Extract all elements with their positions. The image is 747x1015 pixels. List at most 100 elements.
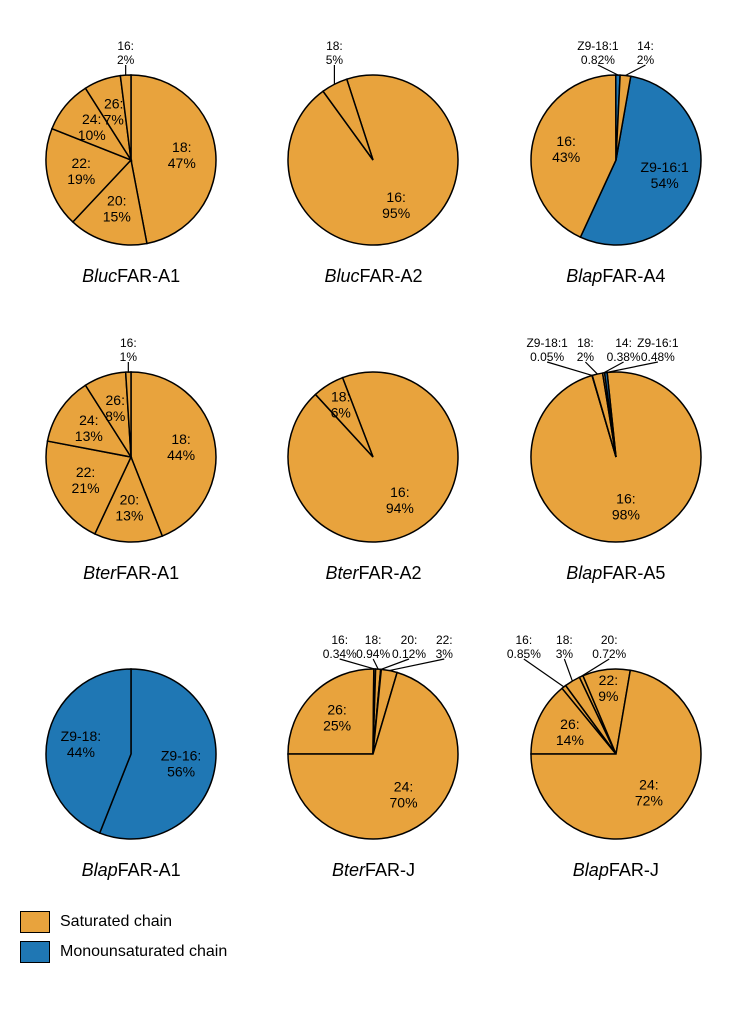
slice-label: Z9-18:10.05% xyxy=(526,336,568,364)
svg-text:94%: 94% xyxy=(386,500,414,516)
svg-text:19%: 19% xyxy=(67,171,95,187)
chart-bterJ: 26:25%16:0.34%18:0.94%20:0.12%22:3%24:70… xyxy=(262,614,484,881)
legend-label: Saturated chain xyxy=(60,913,172,931)
svg-text:14:: 14: xyxy=(615,336,632,350)
svg-text:Z9-18:: Z9-18: xyxy=(61,728,101,744)
chart-title: BterFAR-A1 xyxy=(83,563,179,584)
svg-text:18:: 18: xyxy=(365,633,382,647)
svg-text:0.38%: 0.38% xyxy=(606,350,640,364)
chart-blapA5: 16:98% Z9-18:10.05% 18:2% 14:0.38%Z9-16:10.… xyxy=(505,317,727,584)
svg-text:22:: 22: xyxy=(436,633,453,647)
svg-text:6%: 6% xyxy=(331,405,351,421)
svg-text:16:: 16: xyxy=(332,633,349,647)
svg-text:0.34%: 0.34% xyxy=(323,647,357,661)
chart-blucA2: 16:95%18:5%BlucFAR-A2 xyxy=(262,20,484,287)
svg-text:20:: 20: xyxy=(401,633,418,647)
chart-bterA2: 16:94% 18:6% BterFAR-A2 xyxy=(262,317,484,584)
svg-text:44%: 44% xyxy=(67,744,95,760)
svg-text:Z9-16:: Z9-16: xyxy=(161,747,201,763)
slice-label: 20:0.72% xyxy=(592,633,626,661)
svg-text:21%: 21% xyxy=(72,480,100,496)
svg-text:72%: 72% xyxy=(635,793,663,809)
svg-text:18:: 18: xyxy=(332,389,351,405)
svg-text:3%: 3% xyxy=(436,647,454,661)
svg-text:54%: 54% xyxy=(650,175,678,191)
chart-title: BlapFAR-A5 xyxy=(566,563,665,584)
svg-text:98%: 98% xyxy=(612,507,640,523)
svg-text:Z9-18:1: Z9-18:1 xyxy=(577,39,619,53)
chart-title: BlapFAR-J xyxy=(573,860,659,881)
svg-text:43%: 43% xyxy=(552,149,580,165)
svg-text:2%: 2% xyxy=(577,350,595,364)
svg-text:13%: 13% xyxy=(116,508,144,524)
svg-text:22:: 22: xyxy=(598,672,617,688)
svg-text:18:: 18: xyxy=(327,39,344,53)
legend-swatch-mono xyxy=(20,941,50,963)
svg-text:Z9-16:1: Z9-16:1 xyxy=(640,159,688,175)
svg-text:2%: 2% xyxy=(637,53,655,67)
svg-text:24:: 24: xyxy=(82,111,101,127)
legend: Saturated chain Monounsaturated chain xyxy=(20,911,727,963)
svg-text:20:: 20: xyxy=(107,193,126,209)
chart-title: BterFAR-A2 xyxy=(325,563,421,584)
slice-label: 16:0.34% xyxy=(323,633,357,661)
svg-text:14:: 14: xyxy=(637,39,654,53)
svg-text:24:: 24: xyxy=(79,412,98,428)
svg-text:22:: 22: xyxy=(76,464,95,480)
slice-label: 14:0.38% xyxy=(606,336,640,364)
svg-text:26:: 26: xyxy=(328,701,347,717)
chart-grid: 18:47%20:15%22:19%24:10%26:7%16:2%BlucFA… xyxy=(20,20,727,881)
svg-text:16:: 16: xyxy=(391,484,410,500)
chart-bterA1: 18:44%20:13%22:21%24:13%26:8%16:1%BterFA… xyxy=(20,317,242,584)
slice-label: Z9-16:10.48% xyxy=(637,336,679,364)
svg-text:70%: 70% xyxy=(390,795,418,811)
svg-text:24:: 24: xyxy=(394,779,413,795)
svg-text:16:: 16: xyxy=(117,39,134,53)
legend-item-mono: Monounsaturated chain xyxy=(20,941,727,963)
svg-text:3%: 3% xyxy=(556,647,574,661)
chart-blucA1: 18:47%20:15%22:19%24:10%26:7%16:2%BlucFA… xyxy=(20,20,242,287)
svg-text:26:: 26: xyxy=(104,96,123,112)
slice-label: 14:2% xyxy=(637,39,655,67)
svg-text:8%: 8% xyxy=(105,408,125,424)
slice-label: 22:3% xyxy=(436,633,454,661)
slice-label: 18:6% xyxy=(331,389,351,421)
callout-line xyxy=(564,659,572,681)
chart-title: BlucFAR-A1 xyxy=(82,266,180,287)
svg-text:16:: 16: xyxy=(515,633,532,647)
chart-title: BterFAR-J xyxy=(332,860,415,881)
svg-text:16:: 16: xyxy=(616,491,635,507)
svg-text:18:: 18: xyxy=(577,336,594,350)
svg-text:0.05%: 0.05% xyxy=(530,350,564,364)
svg-text:18:: 18: xyxy=(556,633,573,647)
svg-text:15%: 15% xyxy=(103,209,131,225)
svg-text:0.82%: 0.82% xyxy=(581,53,615,67)
chart-blapA1: Z9-16:56% Z9-18:44% BlapFAR-A1 xyxy=(20,614,242,881)
slice-label: 16:0.85% xyxy=(507,633,541,661)
svg-text:14%: 14% xyxy=(556,732,584,748)
svg-text:20:: 20: xyxy=(601,633,618,647)
svg-text:56%: 56% xyxy=(167,763,195,779)
chart-title: BlucFAR-A2 xyxy=(324,266,422,287)
slice-label: 18:0.94% xyxy=(357,633,391,661)
svg-text:2%: 2% xyxy=(117,53,135,67)
svg-text:26:: 26: xyxy=(106,392,125,408)
callout-line xyxy=(524,659,564,687)
svg-text:44%: 44% xyxy=(167,447,195,463)
svg-text:0.48%: 0.48% xyxy=(641,350,675,364)
svg-text:16:: 16: xyxy=(387,189,406,205)
svg-text:18:: 18: xyxy=(172,431,191,447)
svg-text:0.72%: 0.72% xyxy=(592,647,626,661)
svg-text:0.94%: 0.94% xyxy=(357,647,391,661)
svg-text:5%: 5% xyxy=(326,53,344,67)
chart-title: BlapFAR-A1 xyxy=(82,860,181,881)
legend-swatch-saturated xyxy=(20,911,50,933)
svg-text:20:: 20: xyxy=(120,492,139,508)
chart-blapJ: 26:14%16:0.85%18:3%20:0.72%22:9%24:72%Bl… xyxy=(505,614,727,881)
slice-label: 18:3% xyxy=(556,633,574,661)
svg-text:9%: 9% xyxy=(598,688,618,704)
slice-label: 26:7% xyxy=(104,96,124,128)
svg-text:18:: 18: xyxy=(172,139,191,155)
svg-text:22:: 22: xyxy=(72,155,91,171)
svg-text:16:: 16: xyxy=(120,336,137,350)
